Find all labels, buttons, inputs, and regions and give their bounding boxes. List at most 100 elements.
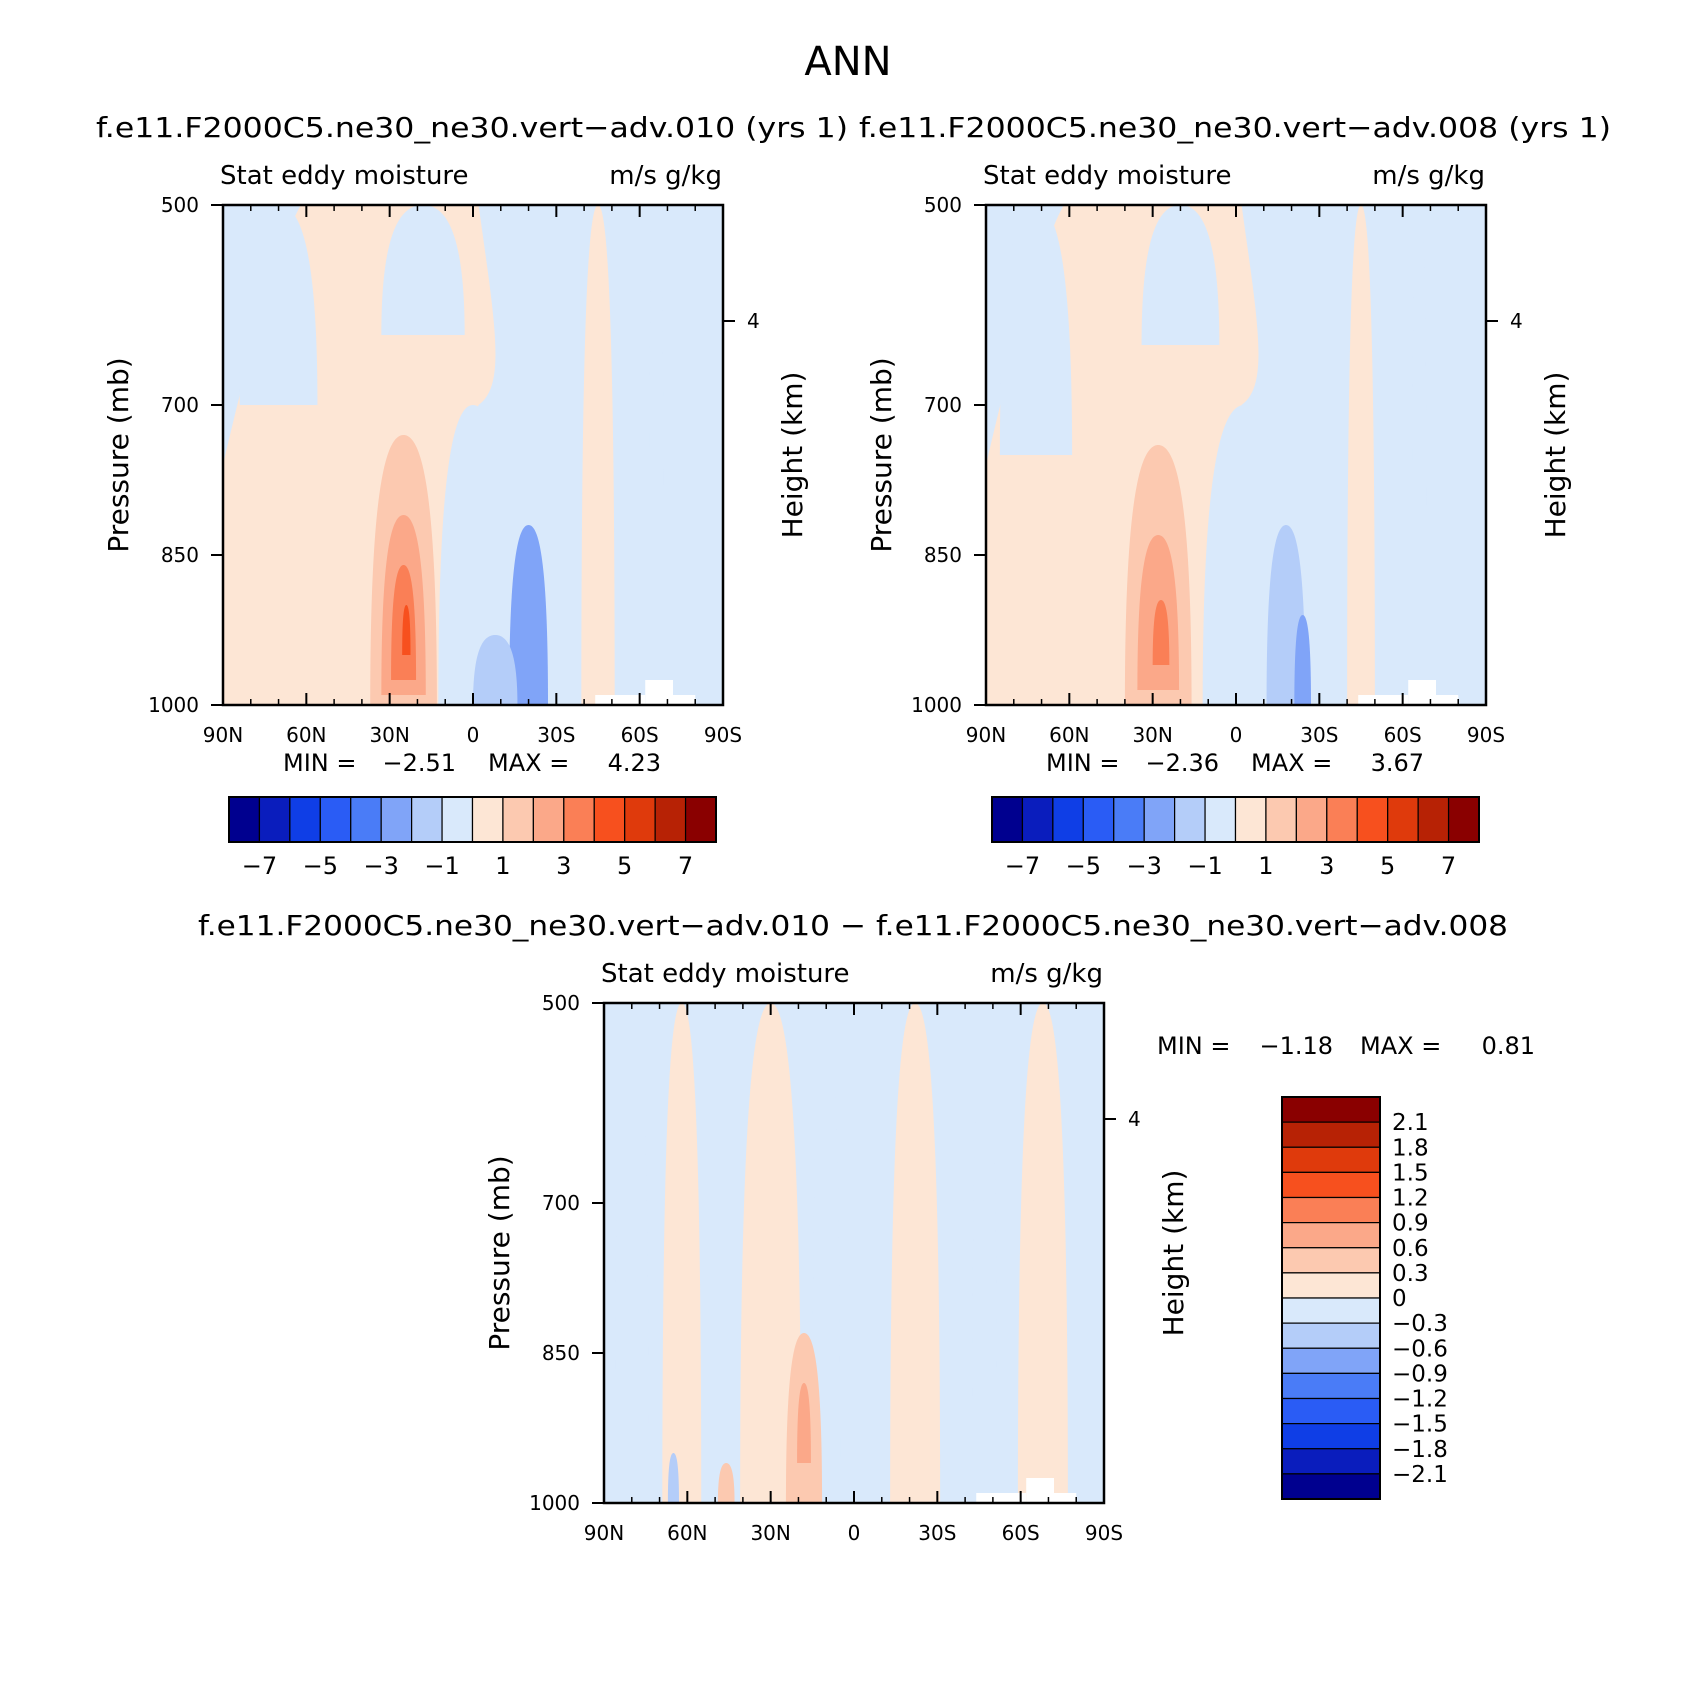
colorbar-swatch	[1326, 796, 1358, 843]
x-tick-label: 60N	[1049, 723, 1089, 747]
min-value: −2.51	[382, 749, 456, 777]
x-tick-label: 30S	[537, 723, 575, 747]
colorbar-swatch	[593, 796, 626, 843]
left-label: Stat eddy moisture	[601, 959, 850, 989]
min-label: MIN =	[283, 749, 356, 777]
contour-region	[1412, 205, 1427, 505]
colorbar-swatch	[380, 796, 413, 843]
colorbar-swatch	[350, 796, 382, 843]
colorbar-label: −5	[303, 852, 338, 880]
y-tick-label: 1000	[911, 693, 962, 717]
x-tick-label: 90S	[1467, 723, 1505, 747]
y-axis-label: Pressure (mb)	[865, 357, 898, 552]
colorbar-frame	[228, 796, 717, 843]
left-label: Stat eddy moisture	[220, 161, 469, 191]
colorbar-swatch	[1021, 796, 1054, 843]
y-tick-label: 850	[542, 1341, 580, 1365]
max-label: MAX =	[1360, 1032, 1441, 1060]
contour-region	[615, 1003, 649, 1433]
colorbar-swatch	[1204, 796, 1237, 843]
missing-data	[1436, 695, 1459, 705]
colorbar-swatch	[1281, 1121, 1381, 1148]
right-label: m/s g/kg	[1372, 161, 1485, 191]
x-tick-label: 30S	[1300, 723, 1338, 747]
colorbar-label: −7	[242, 852, 277, 880]
contour-field	[223, 205, 723, 705]
colorbar-swatch	[1281, 1372, 1381, 1400]
y-tick-label: 700	[542, 1191, 580, 1215]
missing-data	[1408, 680, 1436, 705]
contour-region	[239, 205, 318, 405]
x-tick-label: 0	[467, 723, 480, 747]
y2-axis-label: Height (km)	[1539, 372, 1572, 539]
colorbar-swatch	[1387, 796, 1419, 843]
contour-region	[890, 1003, 941, 1503]
colorbar-label: −0.9	[1392, 1361, 1448, 1387]
colorbar-swatch	[441, 796, 474, 843]
contour-region	[662, 1003, 702, 1503]
colorbar-swatch	[1281, 1247, 1381, 1274]
colorbar-swatch	[684, 796, 717, 843]
y2-axis-label: Height (km)	[1157, 1170, 1190, 1337]
colorbar-swatch	[1281, 1473, 1381, 1500]
colorbar-swatch	[1052, 796, 1084, 843]
colorbar-swatch	[1281, 1222, 1381, 1249]
contour-field	[986, 205, 1486, 705]
y2-axis-label: Height (km)	[776, 372, 809, 539]
x-tick-label: 30N	[1132, 723, 1172, 747]
contour-region	[972, 1003, 998, 1503]
colorbar-label: 2.1	[1392, 1110, 1429, 1136]
colorbar-swatch	[624, 796, 656, 843]
right-label: m/s g/kg	[990, 959, 1103, 989]
y2-tick-label: 4	[1128, 1107, 1141, 1131]
y2-tick-label: 4	[1510, 309, 1523, 333]
colorbar-label: 0.9	[1392, 1211, 1429, 1237]
contour-region	[797, 1383, 811, 1463]
missing-data	[673, 695, 696, 705]
colorbar-frame	[1281, 1096, 1381, 1500]
colorbar-label: 0	[1392, 1286, 1407, 1312]
colorbar-swatch	[1281, 1448, 1381, 1475]
y-tick-label: 850	[161, 543, 199, 567]
colorbar-swatch	[563, 796, 595, 843]
contour-region	[1347, 205, 1375, 705]
chart-panel-difference: f.e11.F2000C5.ne30_ne30.vert−adv.010 − f…	[198, 909, 1535, 1545]
colorbar-swatch	[1447, 796, 1480, 843]
colorbar-swatch	[228, 796, 261, 843]
max-label: MAX =	[1251, 749, 1332, 777]
colorbar-swatch	[1265, 796, 1297, 843]
colorbar-label: −1	[424, 852, 459, 880]
colorbar-swatch	[258, 796, 291, 843]
colorbar-label: −1	[1187, 852, 1222, 880]
y-tick-label: 850	[924, 543, 962, 567]
colorbar-label: 7	[1441, 852, 1456, 880]
contour-region	[717, 1463, 735, 1503]
colorbar-swatch	[319, 796, 352, 843]
colorbar-swatch	[654, 796, 687, 843]
colorbar-label: 3	[556, 852, 571, 880]
panel-title: f.e11.F2000C5.ne30_ne30.vert−adv.010 (yr…	[96, 111, 848, 144]
colorbar-swatch	[1113, 796, 1145, 843]
colorbar-swatch	[1281, 1171, 1381, 1199]
colorbar-label: −7	[1005, 852, 1040, 880]
colorbar-label: −5	[1066, 852, 1101, 880]
contour-region	[1017, 1003, 1068, 1503]
colorbar-swatch	[289, 796, 321, 843]
x-tick-label: 90N	[584, 1521, 624, 1545]
missing-data	[595, 695, 646, 705]
colorbar-label: −1.2	[1392, 1387, 1448, 1413]
colorbar-swatch	[1281, 1297, 1381, 1324]
y2-tick-label: 4	[747, 309, 760, 333]
contour-region	[649, 205, 664, 485]
missing-data	[976, 1493, 1027, 1503]
colorbar-swatch	[1281, 1196, 1381, 1224]
y-axis-label: Pressure (mb)	[102, 357, 135, 552]
colorbar-label: −3	[1126, 852, 1161, 880]
colorbar-label: 1	[495, 852, 510, 880]
colorbar-frame	[991, 796, 1480, 843]
colorbar-label: −2.1	[1392, 1462, 1448, 1488]
x-tick-label: 90N	[966, 723, 1006, 747]
colorbar-swatch	[1281, 1322, 1381, 1349]
contour-region	[509, 525, 548, 705]
min-label: MIN =	[1046, 749, 1119, 777]
